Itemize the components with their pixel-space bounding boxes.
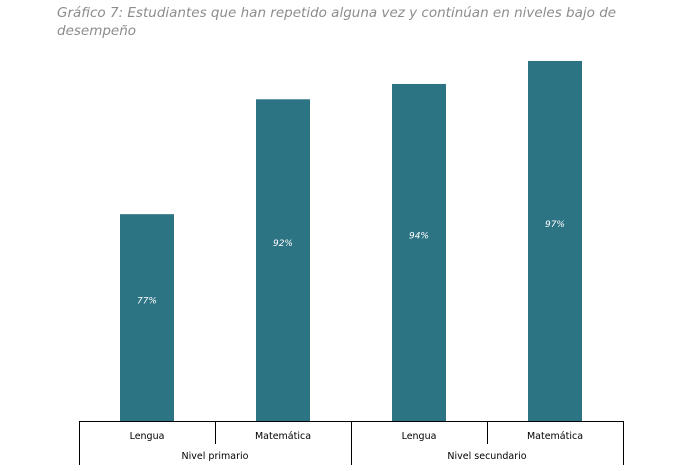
category-label: Lengua: [130, 431, 165, 442]
category-label: Matemática: [527, 431, 583, 442]
bar: [120, 214, 174, 421]
category-label: Lengua: [402, 431, 437, 442]
bar-value-label: 92%: [273, 239, 293, 249]
bar: [256, 99, 310, 421]
bar-value-label: 94%: [409, 231, 429, 241]
bar-value-label: 77%: [137, 297, 157, 307]
bar: [528, 60, 582, 421]
group-label: Nivel primario: [182, 451, 249, 462]
group-label: Nivel secundario: [447, 451, 526, 462]
bar: [392, 83, 446, 422]
bar-value-label: 97%: [545, 220, 565, 230]
category-label: Matemática: [255, 431, 311, 442]
chart-title: Gráfico 7: Estudiantes que han repetido …: [57, 5, 617, 39]
